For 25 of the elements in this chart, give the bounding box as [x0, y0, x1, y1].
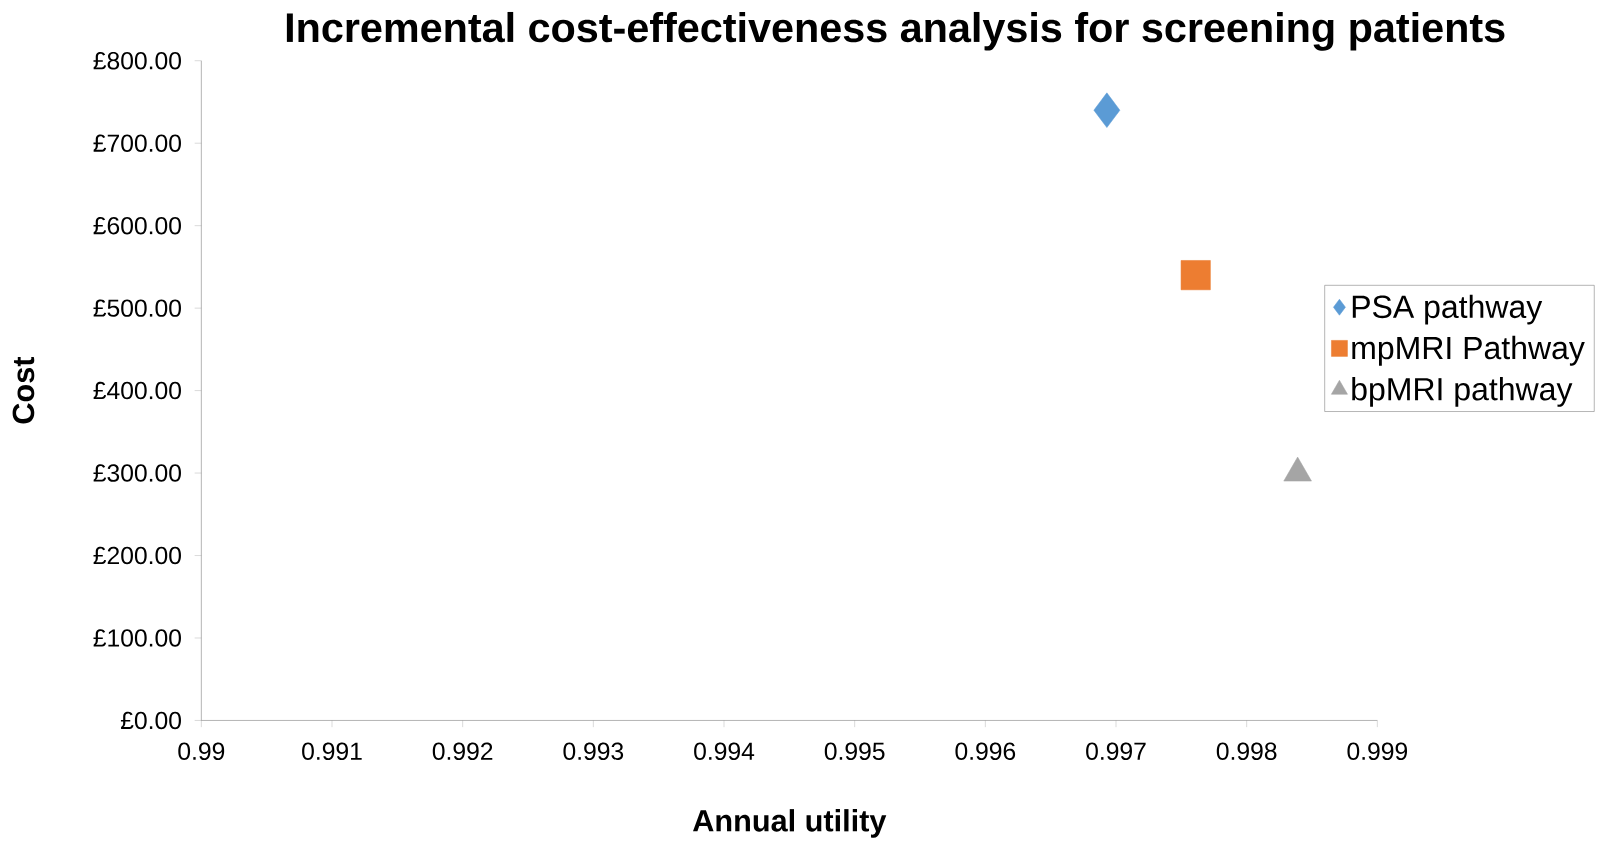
x-tick-label: 0.999 [1347, 742, 1408, 760]
x-tick-label: 0.991 [302, 742, 362, 760]
x-tick-label: 0.998 [1216, 742, 1277, 760]
legend-label: mpMRI Pathway [1352, 335, 1585, 366]
x-tick-label: 0.992 [432, 742, 493, 760]
y-axis-title: Cost [12, 356, 35, 424]
x-tick-label: 0.997 [1086, 742, 1146, 760]
y-tick-label: £100.00 [93, 629, 181, 647]
x-tick-label: 0.993 [563, 742, 624, 760]
x-axis-title: Annual utility [693, 809, 887, 838]
y-tick-label: £300.00 [93, 464, 181, 482]
y-tick-label: £0.00 [120, 711, 181, 730]
x-tick-label: 0.994 [694, 742, 755, 760]
x-tick-label: 0.995 [824, 742, 885, 760]
y-tick-label: £700.00 [93, 134, 181, 152]
y-tick-label: £600.00 [93, 216, 181, 235]
x-tick-label: 0.996 [955, 742, 1016, 760]
legend-label: bpMRI pathway [1352, 376, 1573, 407]
x-tick-label: 0.99 [178, 742, 225, 760]
chart-title: Incremental cost-effectiveness analysis for screening patients [286, 11, 1505, 51]
y-tick-label: £200.00 [93, 546, 181, 565]
y-tick-label: £400.00 [93, 381, 181, 400]
y-tick-label: £500.00 [93, 299, 181, 317]
y-tick-label: £800.00 [93, 51, 181, 70]
legend-label: PSA pathway [1352, 294, 1543, 325]
